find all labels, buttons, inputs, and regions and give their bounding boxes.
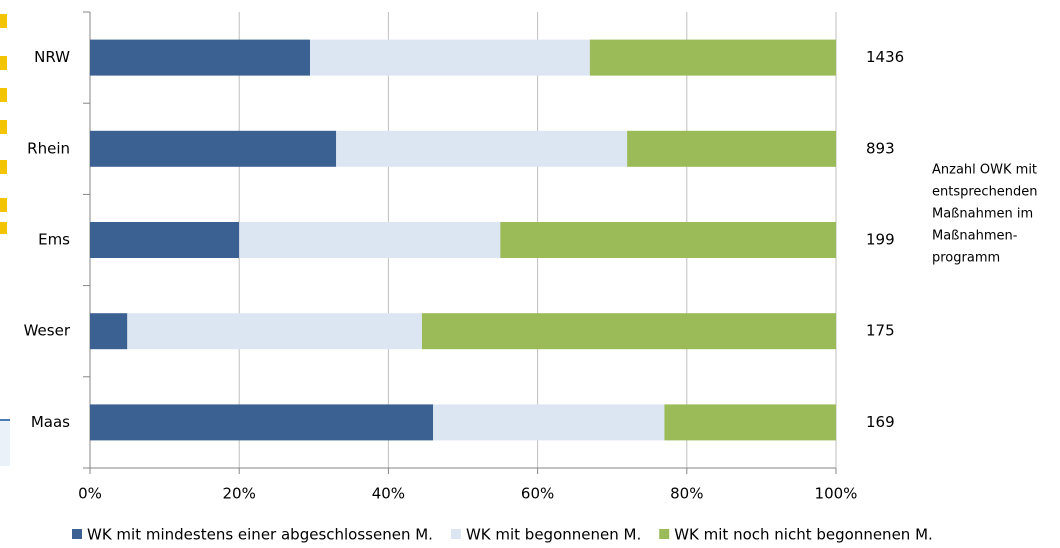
- strip: [0, 0, 8, 235]
- x-tick-label: 0%: [78, 485, 102, 503]
- bar-segment: [433, 404, 665, 441]
- bar-segment: [664, 404, 836, 441]
- x-tick-label: 80%: [670, 485, 703, 503]
- bar-segment: [589, 39, 836, 76]
- x-tick-label: 100%: [815, 485, 858, 503]
- legend-label: WK mit noch nicht begonnenen M.: [674, 526, 933, 544]
- y-tick-label: NRW: [34, 48, 70, 66]
- bar-segment: [627, 130, 836, 167]
- y-tick-label: Ems: [38, 231, 70, 249]
- bar-segment: [90, 130, 337, 167]
- bar-segment: [90, 404, 434, 441]
- x-tick-label: 60%: [521, 485, 554, 503]
- bar-segment: [90, 39, 311, 76]
- left-decoration: [0, 0, 10, 466]
- legend-swatch: [72, 529, 82, 539]
- legend-label: WK mit begonnenen M.: [466, 526, 641, 544]
- strip: [0, 120, 7, 134]
- strip: [0, 88, 7, 102]
- bar-segment: [421, 313, 836, 350]
- legend-label: WK mit mindestens einer abgeschlossenen …: [87, 526, 433, 544]
- annotation: Anzahl OWK mit: [932, 163, 1037, 178]
- x-tick-label: 40%: [372, 485, 405, 503]
- annotation: Maßnahmen-: [932, 229, 1018, 244]
- count-label: 175: [866, 322, 895, 340]
- strip: [0, 198, 7, 212]
- count-label: 893: [866, 139, 895, 157]
- annotation: entsprechenden: [932, 185, 1038, 200]
- annotation: programm: [932, 251, 1000, 266]
- y-tick-label: Weser: [24, 322, 71, 340]
- bar-segment: [310, 39, 590, 76]
- bar-segment: [500, 222, 836, 258]
- annotation: Maßnahmen im: [932, 207, 1033, 222]
- bar-segment: [127, 313, 422, 350]
- strip: [0, 56, 7, 70]
- strip: [0, 420, 10, 466]
- bar-segment: [336, 130, 628, 167]
- count-label: 199: [866, 231, 895, 249]
- legend-swatch: [659, 529, 670, 539]
- strip: [0, 14, 7, 28]
- bar-segment: [239, 222, 501, 258]
- strip: [0, 222, 7, 234]
- y-tick-label: Maas: [31, 413, 70, 431]
- bar-segment: [90, 313, 128, 350]
- y-tick-label: Rhein: [27, 139, 70, 157]
- x-tick-label: 20%: [223, 485, 256, 503]
- legend-swatch: [450, 529, 461, 539]
- bar-segment: [90, 222, 240, 258]
- strip: [0, 160, 7, 174]
- count-label: 169: [866, 413, 895, 431]
- count-label: 1436: [866, 48, 904, 66]
